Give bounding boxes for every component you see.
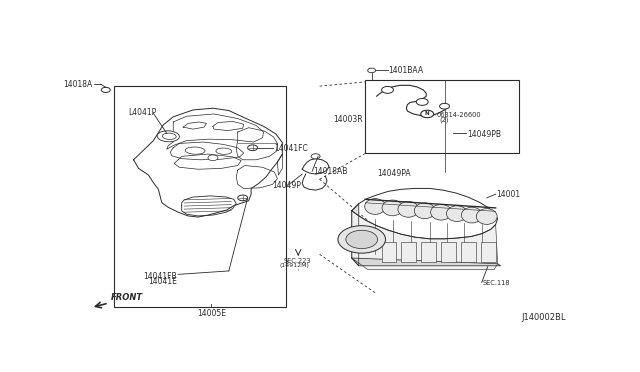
Circle shape [208,155,218,161]
Bar [401,242,416,262]
Ellipse shape [382,200,403,216]
Text: 14049PB: 14049PB [467,129,501,138]
Polygon shape [352,211,498,269]
Circle shape [367,68,376,73]
Bar [365,80,519,154]
Text: (2): (2) [440,116,449,123]
Circle shape [416,99,428,105]
Circle shape [311,154,320,159]
Circle shape [440,103,449,109]
Bar [114,86,286,307]
Polygon shape [352,258,500,266]
Ellipse shape [431,204,451,220]
Polygon shape [352,203,359,266]
Ellipse shape [216,148,232,154]
Ellipse shape [414,203,435,219]
Circle shape [338,226,385,253]
Text: 06314-26600: 06314-26600 [436,112,481,118]
Circle shape [381,86,394,93]
Text: 14041FB: 14041FB [143,272,177,281]
Text: SEC.223: SEC.223 [284,258,311,264]
Text: J140002BL: J140002BL [522,313,566,322]
Text: 14005E: 14005E [197,310,226,318]
Text: 14018A: 14018A [63,80,93,89]
Ellipse shape [163,133,176,140]
Circle shape [237,195,248,201]
Bar [441,242,456,262]
Circle shape [101,87,110,93]
Ellipse shape [398,202,419,217]
Text: 14001: 14001 [497,190,521,199]
Text: L4041P: L4041P [129,108,157,117]
Text: 1401BAA: 1401BAA [388,66,424,75]
Text: SEC.118: SEC.118 [483,280,510,286]
Text: 14049PA: 14049PA [378,169,412,178]
Text: 14018AB: 14018AB [313,167,348,176]
Bar [461,242,476,262]
Text: N: N [425,112,429,116]
Ellipse shape [447,206,467,221]
Bar [481,242,495,262]
Text: 14041E: 14041E [148,277,177,286]
Circle shape [346,230,378,248]
Circle shape [420,110,434,118]
Ellipse shape [157,131,179,142]
Text: 14049P: 14049P [273,181,301,190]
Ellipse shape [185,147,205,154]
Text: (14912M): (14912M) [279,263,309,268]
Text: 14003R: 14003R [333,115,363,124]
Ellipse shape [365,199,385,214]
Ellipse shape [461,207,483,223]
Bar [421,242,436,262]
Text: 14041FC: 14041FC [275,144,308,153]
Text: FRONT: FRONT [111,294,143,302]
Ellipse shape [476,209,497,224]
Circle shape [248,145,257,151]
Bar [381,242,396,262]
